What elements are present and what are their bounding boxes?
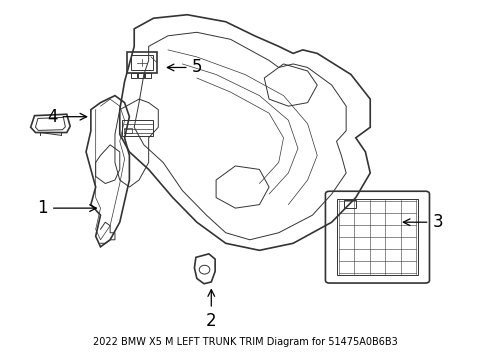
- Text: 3: 3: [403, 213, 443, 231]
- Text: 2: 2: [206, 290, 217, 330]
- Text: 1: 1: [37, 199, 97, 217]
- Text: 5: 5: [167, 58, 202, 76]
- Text: 4: 4: [47, 108, 87, 126]
- Text: 2022 BMW X5 M LEFT TRUNK TRIM Diagram for 51475A0B6B3: 2022 BMW X5 M LEFT TRUNK TRIM Diagram fo…: [93, 337, 397, 347]
